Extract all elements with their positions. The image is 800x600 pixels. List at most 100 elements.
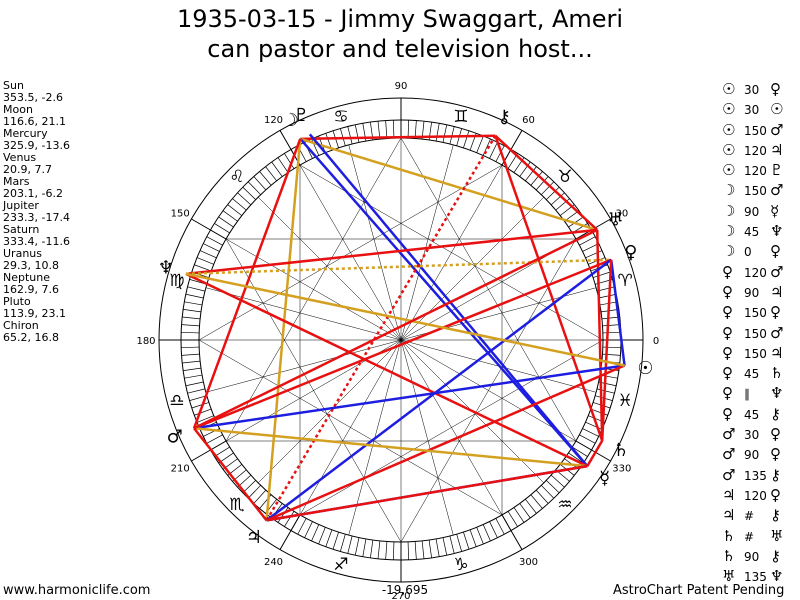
degree-tick (277, 157, 289, 173)
aspect-angle: 30 (744, 428, 760, 443)
aspect-angle: 0 (744, 245, 752, 260)
aspect-planet-a: ☉ (722, 140, 736, 159)
planet-name-venus: Venus (3, 151, 37, 164)
degree-tick (541, 181, 555, 195)
aspect-planet-a: ☽ (722, 222, 736, 241)
aspect-row: ♀ 150 ♃ (722, 344, 792, 364)
degree-tick (347, 126, 353, 145)
degree-tick (407, 120, 410, 139)
aspect-line (185, 272, 588, 468)
degree-tick (546, 186, 560, 200)
degree-tick (407, 541, 410, 560)
degree-tick (332, 532, 339, 550)
aspect-angle: 45 (744, 407, 760, 422)
degree-label: 60 (522, 115, 535, 126)
degree-tick (535, 176, 549, 191)
zodiac-sign-glyph: ♒ (557, 495, 572, 515)
sign-divider (279, 514, 301, 550)
aspect-row: ♀ 90 ♃ (722, 283, 792, 303)
aspect-line (586, 440, 604, 467)
degree-tick (541, 485, 555, 499)
aspect-row: ☉ 30 ♀ (722, 80, 792, 100)
aspect-row: ♂ 90 ♀ (722, 445, 792, 465)
aspect-angle: 90 (744, 549, 760, 564)
sign-divider (501, 514, 523, 550)
degree-tick (196, 257, 214, 265)
trine-triangle (225, 238, 577, 543)
degree-tick (284, 511, 295, 527)
degree-tick (185, 293, 204, 299)
aspect-planet-a: ☉ (722, 80, 736, 98)
planet-glyph-sun: ☉ (637, 358, 653, 379)
aspect-row: ♀ 45 ♄ (722, 364, 792, 384)
aspect-angle: 120 (744, 265, 767, 280)
aspect-row: ☽ 150 ♂ (722, 181, 792, 201)
aspect-row: ♃ 120 ♀ (722, 486, 792, 506)
aspect-line (308, 133, 589, 467)
planet-name-sun: Sun (3, 79, 24, 92)
planet-values-saturn: 333.4, -11.6 (3, 235, 70, 248)
degree-tick (435, 538, 440, 557)
footer-patent-note: AstroChart Patent Pending (613, 583, 785, 598)
degree-tick (181, 331, 200, 334)
trine-triangle (225, 137, 577, 442)
degree-tick (476, 135, 484, 153)
aspect-angle: 150 (744, 123, 767, 138)
degree-tick (271, 161, 283, 177)
degree-label: 270 (391, 591, 410, 600)
aspect-planet-b: ♀ (770, 445, 781, 464)
aspect-angle: 90 (744, 448, 760, 463)
planet-values-chiron: 65.2, 16.8 (3, 331, 59, 344)
planet-name-uranus: Uranus (3, 247, 42, 260)
zodiac-sign-glyph: ♐ (333, 555, 348, 575)
degree-tick (227, 204, 243, 216)
degree-tick (600, 309, 619, 313)
wheel-spoke (205, 287, 597, 393)
degree-tick (385, 541, 388, 560)
aspect-planet-b: ♀ (770, 485, 781, 504)
zodiac-sign-glyph: ♉ (557, 167, 572, 187)
zodiac-sign-glyph: ♋ (333, 107, 348, 127)
planet-glyph-pluto: ♇ (293, 105, 309, 126)
aspect-planet-a: ♀ (722, 323, 733, 342)
planet-name-saturn: Saturn (3, 223, 40, 236)
aspect-planet-a: ♀ (722, 343, 733, 362)
aspect-planet-a: ♀ (722, 303, 733, 322)
degree-tick (265, 166, 277, 182)
aspect-line (494, 135, 604, 442)
footer-website[interactable]: www.harmoniclife.com (3, 583, 151, 598)
aspect-planet-b: ♀ (770, 425, 781, 444)
aspect-planet-a: ♃ (722, 506, 736, 525)
aspect-planet-b: ♀ (770, 242, 781, 261)
aspect-planet-b: ☿ (770, 201, 780, 220)
aspect-angle: 30 (744, 103, 760, 118)
planet-glyph-chiron: ⚷ (498, 107, 511, 128)
degree-tick (590, 408, 608, 416)
degree-tick (370, 539, 374, 558)
degree-tick (579, 236, 596, 246)
degree-tick (232, 198, 247, 211)
aspect-planet-a: ♅ (722, 567, 736, 586)
degree-tick (318, 527, 326, 545)
aspect-row: ☽ 90 ☿ (722, 202, 792, 222)
aspect-angle: 150 (744, 184, 767, 199)
degree-tick (354, 124, 360, 143)
degree-tick (206, 434, 223, 444)
degree-tick (191, 402, 209, 409)
aspect-planet-b: ♆ (770, 222, 784, 241)
trine-triangle (299, 164, 604, 516)
aspect-angle: # (744, 509, 755, 524)
aspect-line (193, 427, 268, 522)
degree-tick (572, 446, 588, 457)
degree-tick (550, 474, 565, 488)
degree-tick (582, 243, 599, 252)
aspect-angle: 90 (744, 285, 760, 300)
degree-tick (476, 527, 484, 545)
degree-tick (325, 529, 333, 547)
degree-tick (421, 540, 425, 559)
degree-tick (311, 524, 320, 542)
aspect-planet-a: ♂ (722, 465, 736, 484)
aspect-planet-a: ♀ (722, 262, 733, 281)
aspect-planet-b: ⚷ (770, 546, 781, 565)
aspect-planet-a: ♀ (722, 282, 733, 301)
